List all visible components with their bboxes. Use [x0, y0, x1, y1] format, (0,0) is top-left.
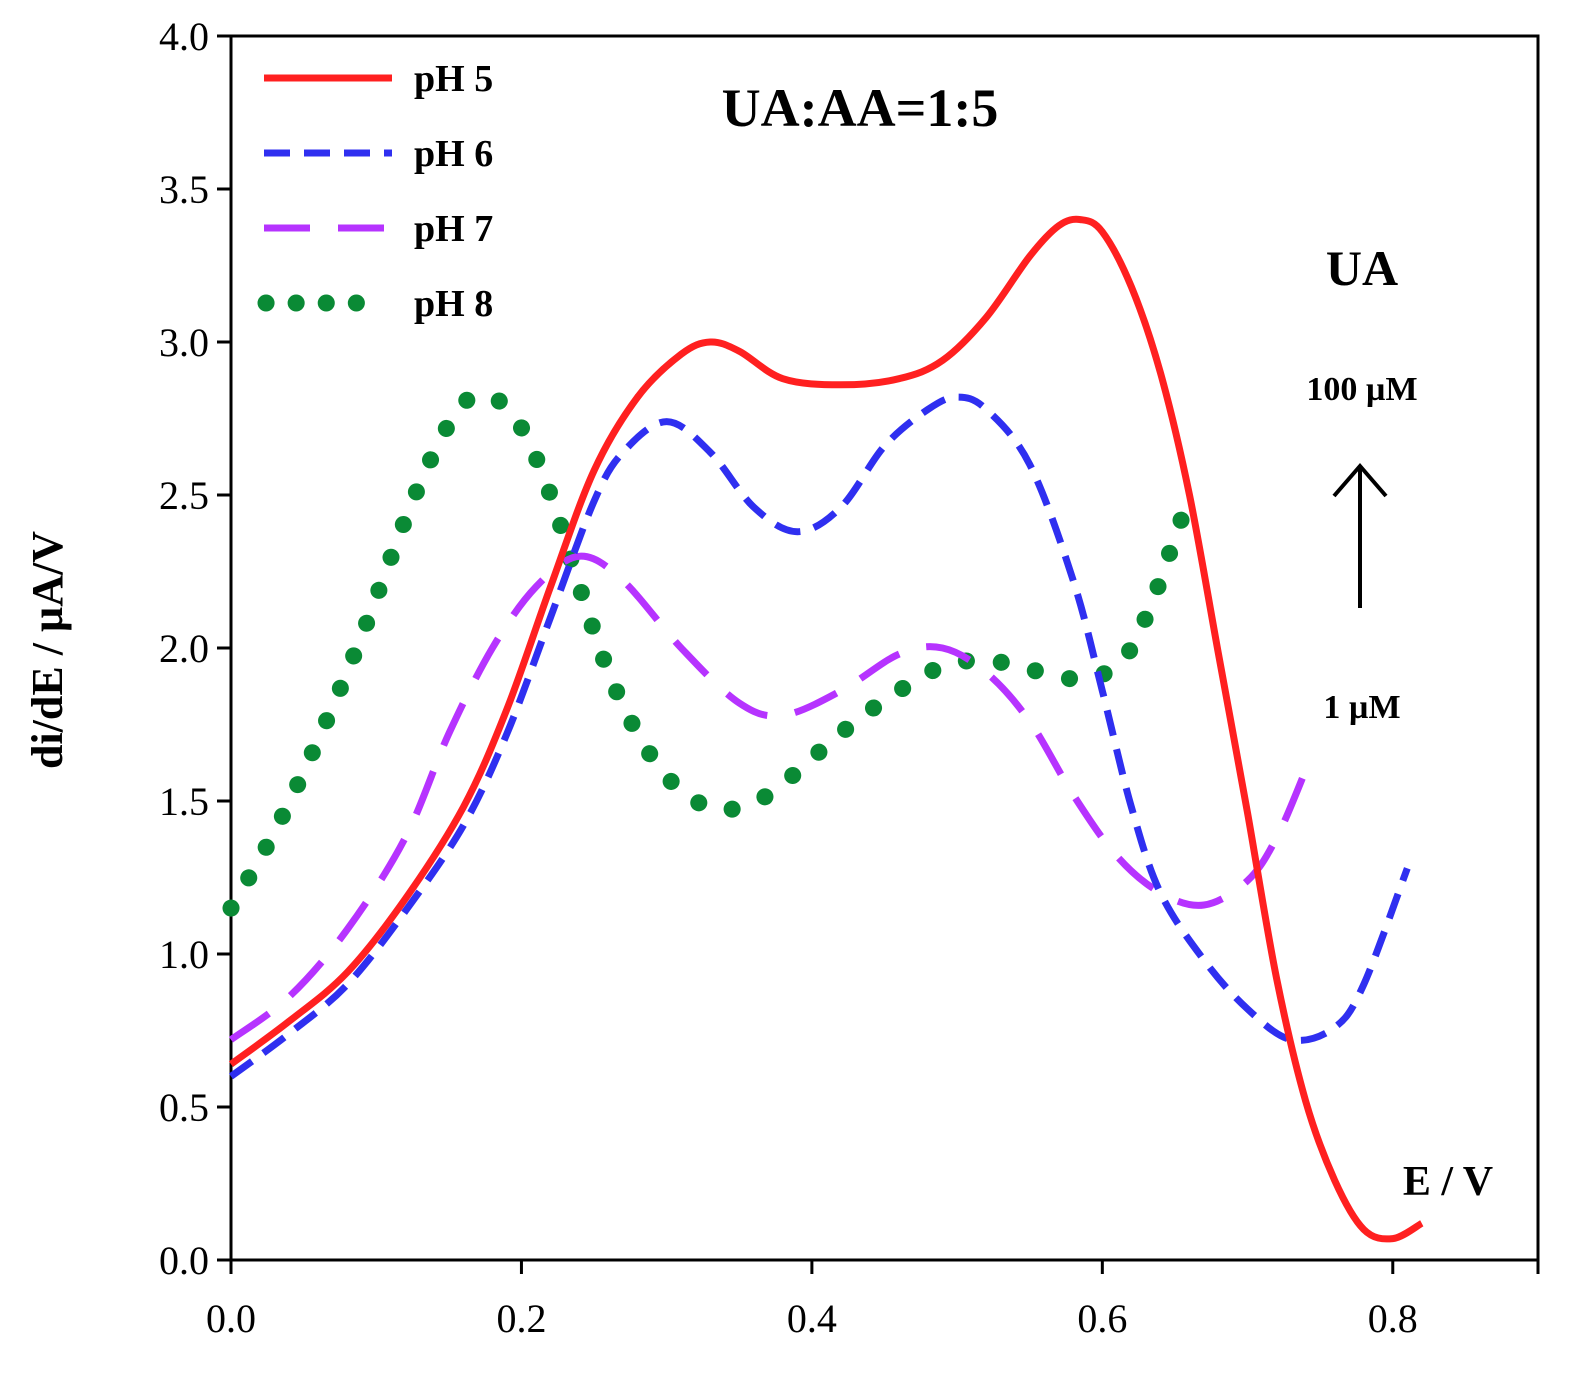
x-tick-label: 0.6	[1077, 1296, 1127, 1341]
series-layer	[222, 215, 1424, 1243]
axes-ticks: 0.0 0.5 1.0 1.5 2.0 2.5 3.0 3.5 4.0 0.0 0.2 0.4 0.6 0…	[159, 14, 1540, 1341]
legend: pH 5 pH 6 pH 7 pH 8	[257, 58, 493, 325]
x-tick-label: 0.4	[787, 1296, 837, 1341]
annotation-lower-conc: 1 µM	[1323, 689, 1400, 726]
x-axis-label: E / V	[1403, 1159, 1493, 1205]
x-tick-label: 0.0	[206, 1296, 256, 1341]
y-tick-label: 0.0	[159, 1238, 209, 1283]
legend-label: pH 7	[414, 208, 493, 250]
annotation-species: UA	[1326, 240, 1398, 296]
series-line-ph-5	[228, 215, 1424, 1243]
y-tick-label: 2.5	[159, 473, 209, 518]
series-line-ph-7	[228, 552, 1309, 1043]
y-tick-label: 3.5	[159, 167, 209, 212]
chart-title: UA:AA=1:5	[722, 78, 999, 138]
y-tick-label: 3.0	[159, 320, 209, 365]
y-tick-label: 1.5	[159, 779, 209, 824]
x-tick-label: 0.8	[1368, 1296, 1418, 1341]
y-tick-label: 0.5	[159, 1085, 209, 1130]
x-tick-label: 0.2	[496, 1296, 546, 1341]
arrow-up-icon	[1332, 462, 1388, 608]
y-axis-label: di/dE / µA/V	[23, 531, 72, 769]
annotation-upper-conc: 100 µM	[1306, 371, 1417, 408]
y-tick-label: 1.0	[159, 932, 209, 977]
series-line-ph-8	[222, 386, 1198, 917]
legend-label: pH 6	[414, 133, 493, 175]
legend-label: pH 5	[414, 58, 493, 100]
legend-label: pH 8	[414, 283, 493, 325]
y-tick-label: 4.0	[159, 14, 209, 59]
y-tick-label: 2.0	[159, 626, 209, 671]
